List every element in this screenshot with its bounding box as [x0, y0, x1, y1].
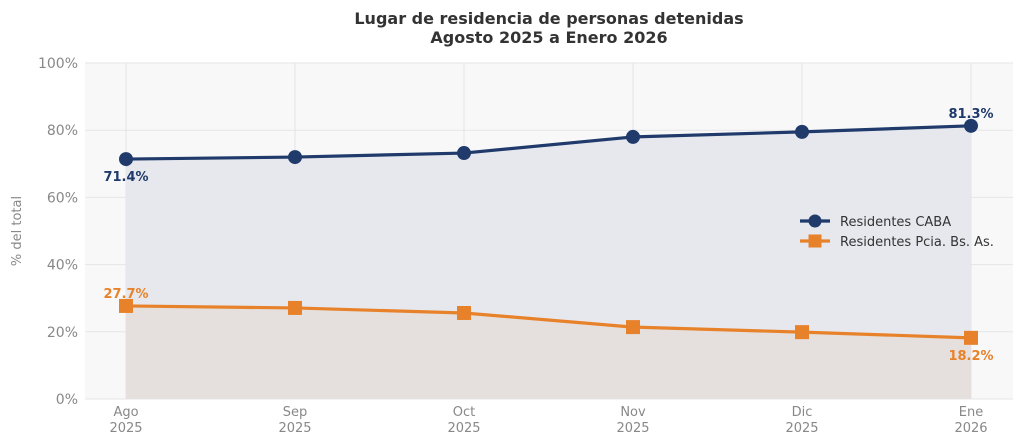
x-tick-month: Dic: [792, 405, 813, 420]
y-tick-label: 20%: [47, 325, 78, 341]
series-areas: [126, 125, 971, 399]
series-area-1: [126, 305, 971, 399]
y-tick-label: 60%: [47, 190, 78, 206]
y-tick-label: 100%: [38, 56, 78, 72]
data-label: 71.4%: [103, 170, 148, 185]
data-point-pcia: [795, 325, 809, 340]
legend-marker-pcia: [808, 234, 822, 248]
data-point-caba: [964, 118, 978, 133]
data-point-pcia: [288, 300, 302, 315]
x-tick-month: Ago: [113, 405, 138, 420]
x-tick-month: Sep: [283, 405, 308, 420]
data-point-pcia: [964, 330, 978, 345]
legend-marker-caba: [808, 214, 822, 228]
legend-label: Residentes Pcia. Bs. As.: [840, 235, 994, 250]
data-label: 18.2%: [948, 349, 993, 364]
data-point-pcia: [119, 298, 133, 313]
series-lines: [125, 124, 972, 340]
data-point-caba: [457, 146, 471, 161]
y-tick-label: 0%: [56, 392, 78, 408]
chart-title: Lugar de residencia de personas detenida…: [354, 9, 743, 28]
x-tick-year: 2025: [616, 421, 649, 436]
y-axis-ticks: 0% 20% 40% 60% 80% 100%: [38, 56, 78, 408]
data-point-pcia: [626, 320, 640, 335]
legend-label: Residentes CABA: [840, 215, 951, 230]
data-label: 27.7%: [103, 287, 148, 302]
data-point-caba: [626, 129, 640, 144]
y-tick-label: 40%: [47, 258, 78, 274]
series-markers: [119, 118, 978, 345]
data-point-caba: [795, 124, 809, 139]
y-axis-label: % del total: [10, 196, 25, 266]
series-line-1: [125, 304, 972, 340]
chart-subtitle: Agosto 2025 a Enero 2026: [430, 28, 667, 47]
x-tick-month: Oct: [453, 405, 475, 420]
legend: Residentes CABA Residentes Pcia. Bs. As.: [800, 214, 994, 250]
data-point-caba: [288, 150, 302, 165]
data-labels: 71.4% 81.3% 27.7% 18.2%: [103, 107, 993, 364]
y-tick-label: 80%: [47, 123, 78, 139]
x-tick-year: 2026: [954, 421, 987, 436]
x-tick-month: Nov: [620, 405, 646, 420]
series-line-0: [125, 124, 972, 161]
data-point-pcia: [457, 305, 471, 320]
x-tick-year: 2025: [785, 421, 818, 436]
x-tick-year: 2025: [447, 421, 480, 436]
x-tick-month: Ene: [959, 405, 983, 420]
x-tick-year: 2025: [278, 421, 311, 436]
x-tick-year: 2025: [109, 421, 142, 436]
data-label: 81.3%: [948, 107, 993, 122]
x-axis-ticks: Ago2025Sep2025Oct2025Nov2025Dic2025Ene20…: [109, 405, 987, 436]
data-point-caba: [119, 152, 133, 167]
